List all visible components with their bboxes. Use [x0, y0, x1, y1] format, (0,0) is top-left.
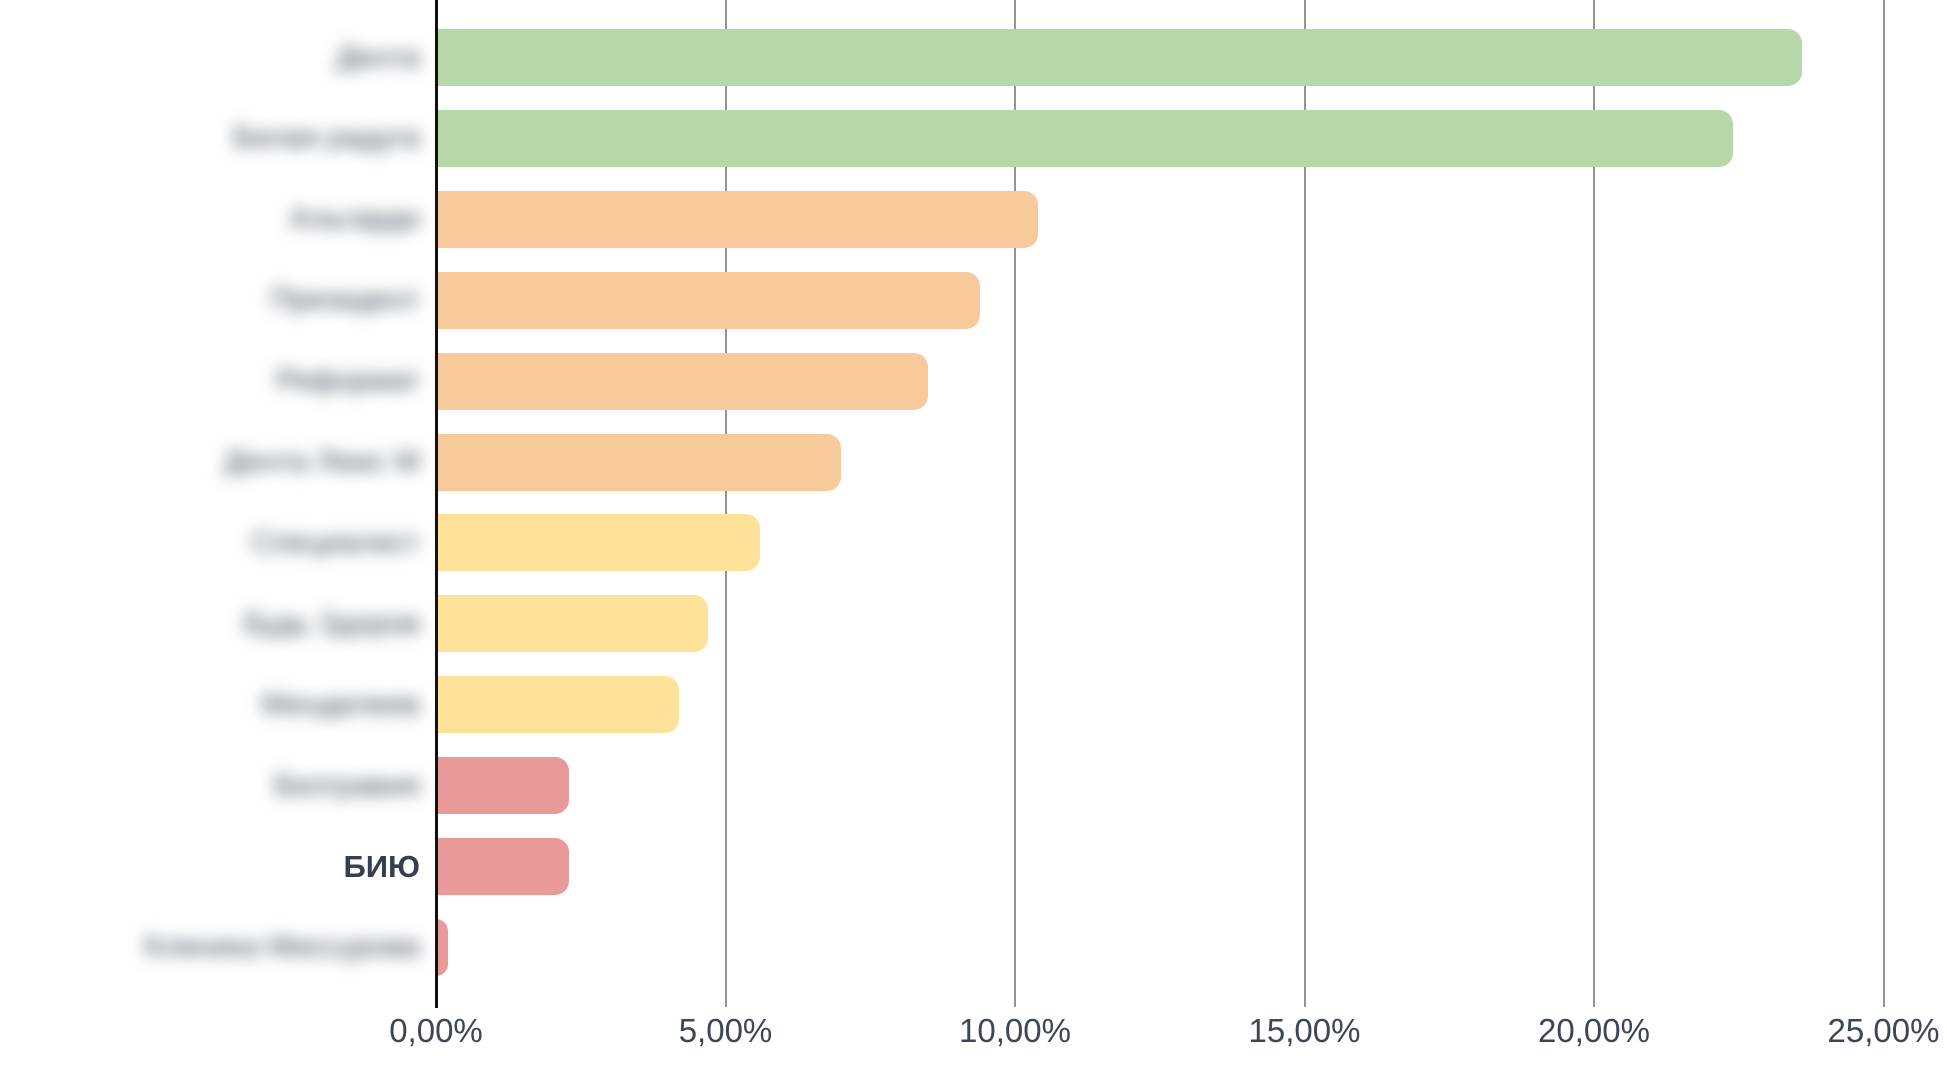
category-label: Клиника Миссурова [144, 930, 420, 964]
category-label: БИЮ [343, 848, 420, 884]
bar [436, 190, 1039, 248]
bar [436, 595, 709, 653]
category-label: Белая радуга [233, 121, 420, 155]
category-label: Белгравия [273, 768, 420, 802]
x-axis-tick-label: 0,00% [389, 1012, 483, 1049]
bar [436, 29, 1803, 86]
category-label: Дента Люкс М [224, 445, 420, 478]
gridline [724, 0, 727, 1007]
bar [436, 433, 842, 491]
gridline [1014, 0, 1016, 1007]
bar [436, 352, 929, 410]
x-axis-tick-label: 25,00% [1827, 1012, 1940, 1049]
gridline [1593, 0, 1595, 1007]
category-label: Президент [270, 283, 420, 317]
x-axis-tick-label: 20,00% [1538, 1012, 1650, 1049]
bar [436, 838, 570, 895]
x-axis-tick-label: 5,00% [678, 1012, 773, 1049]
category-label: Альгарди [289, 202, 420, 236]
category-label: Менделеев [261, 687, 420, 721]
bar [436, 918, 448, 976]
x-axis-tick-label: 10,00% [959, 1012, 1071, 1049]
bar [436, 271, 981, 329]
bar [436, 757, 570, 815]
bar [436, 514, 761, 572]
category-label: Будь Здоров [243, 606, 420, 640]
x-axis-tick-label: 15,00% [1248, 1012, 1361, 1049]
category-label: Реформат [276, 364, 420, 398]
gridline [1882, 0, 1885, 1007]
category-label: Дента [336, 40, 420, 74]
y-axis-line [434, 0, 438, 1008]
category-label: Специалист [251, 525, 420, 559]
bar [436, 109, 1733, 167]
bar [436, 676, 680, 734]
gridline [1303, 0, 1306, 1007]
